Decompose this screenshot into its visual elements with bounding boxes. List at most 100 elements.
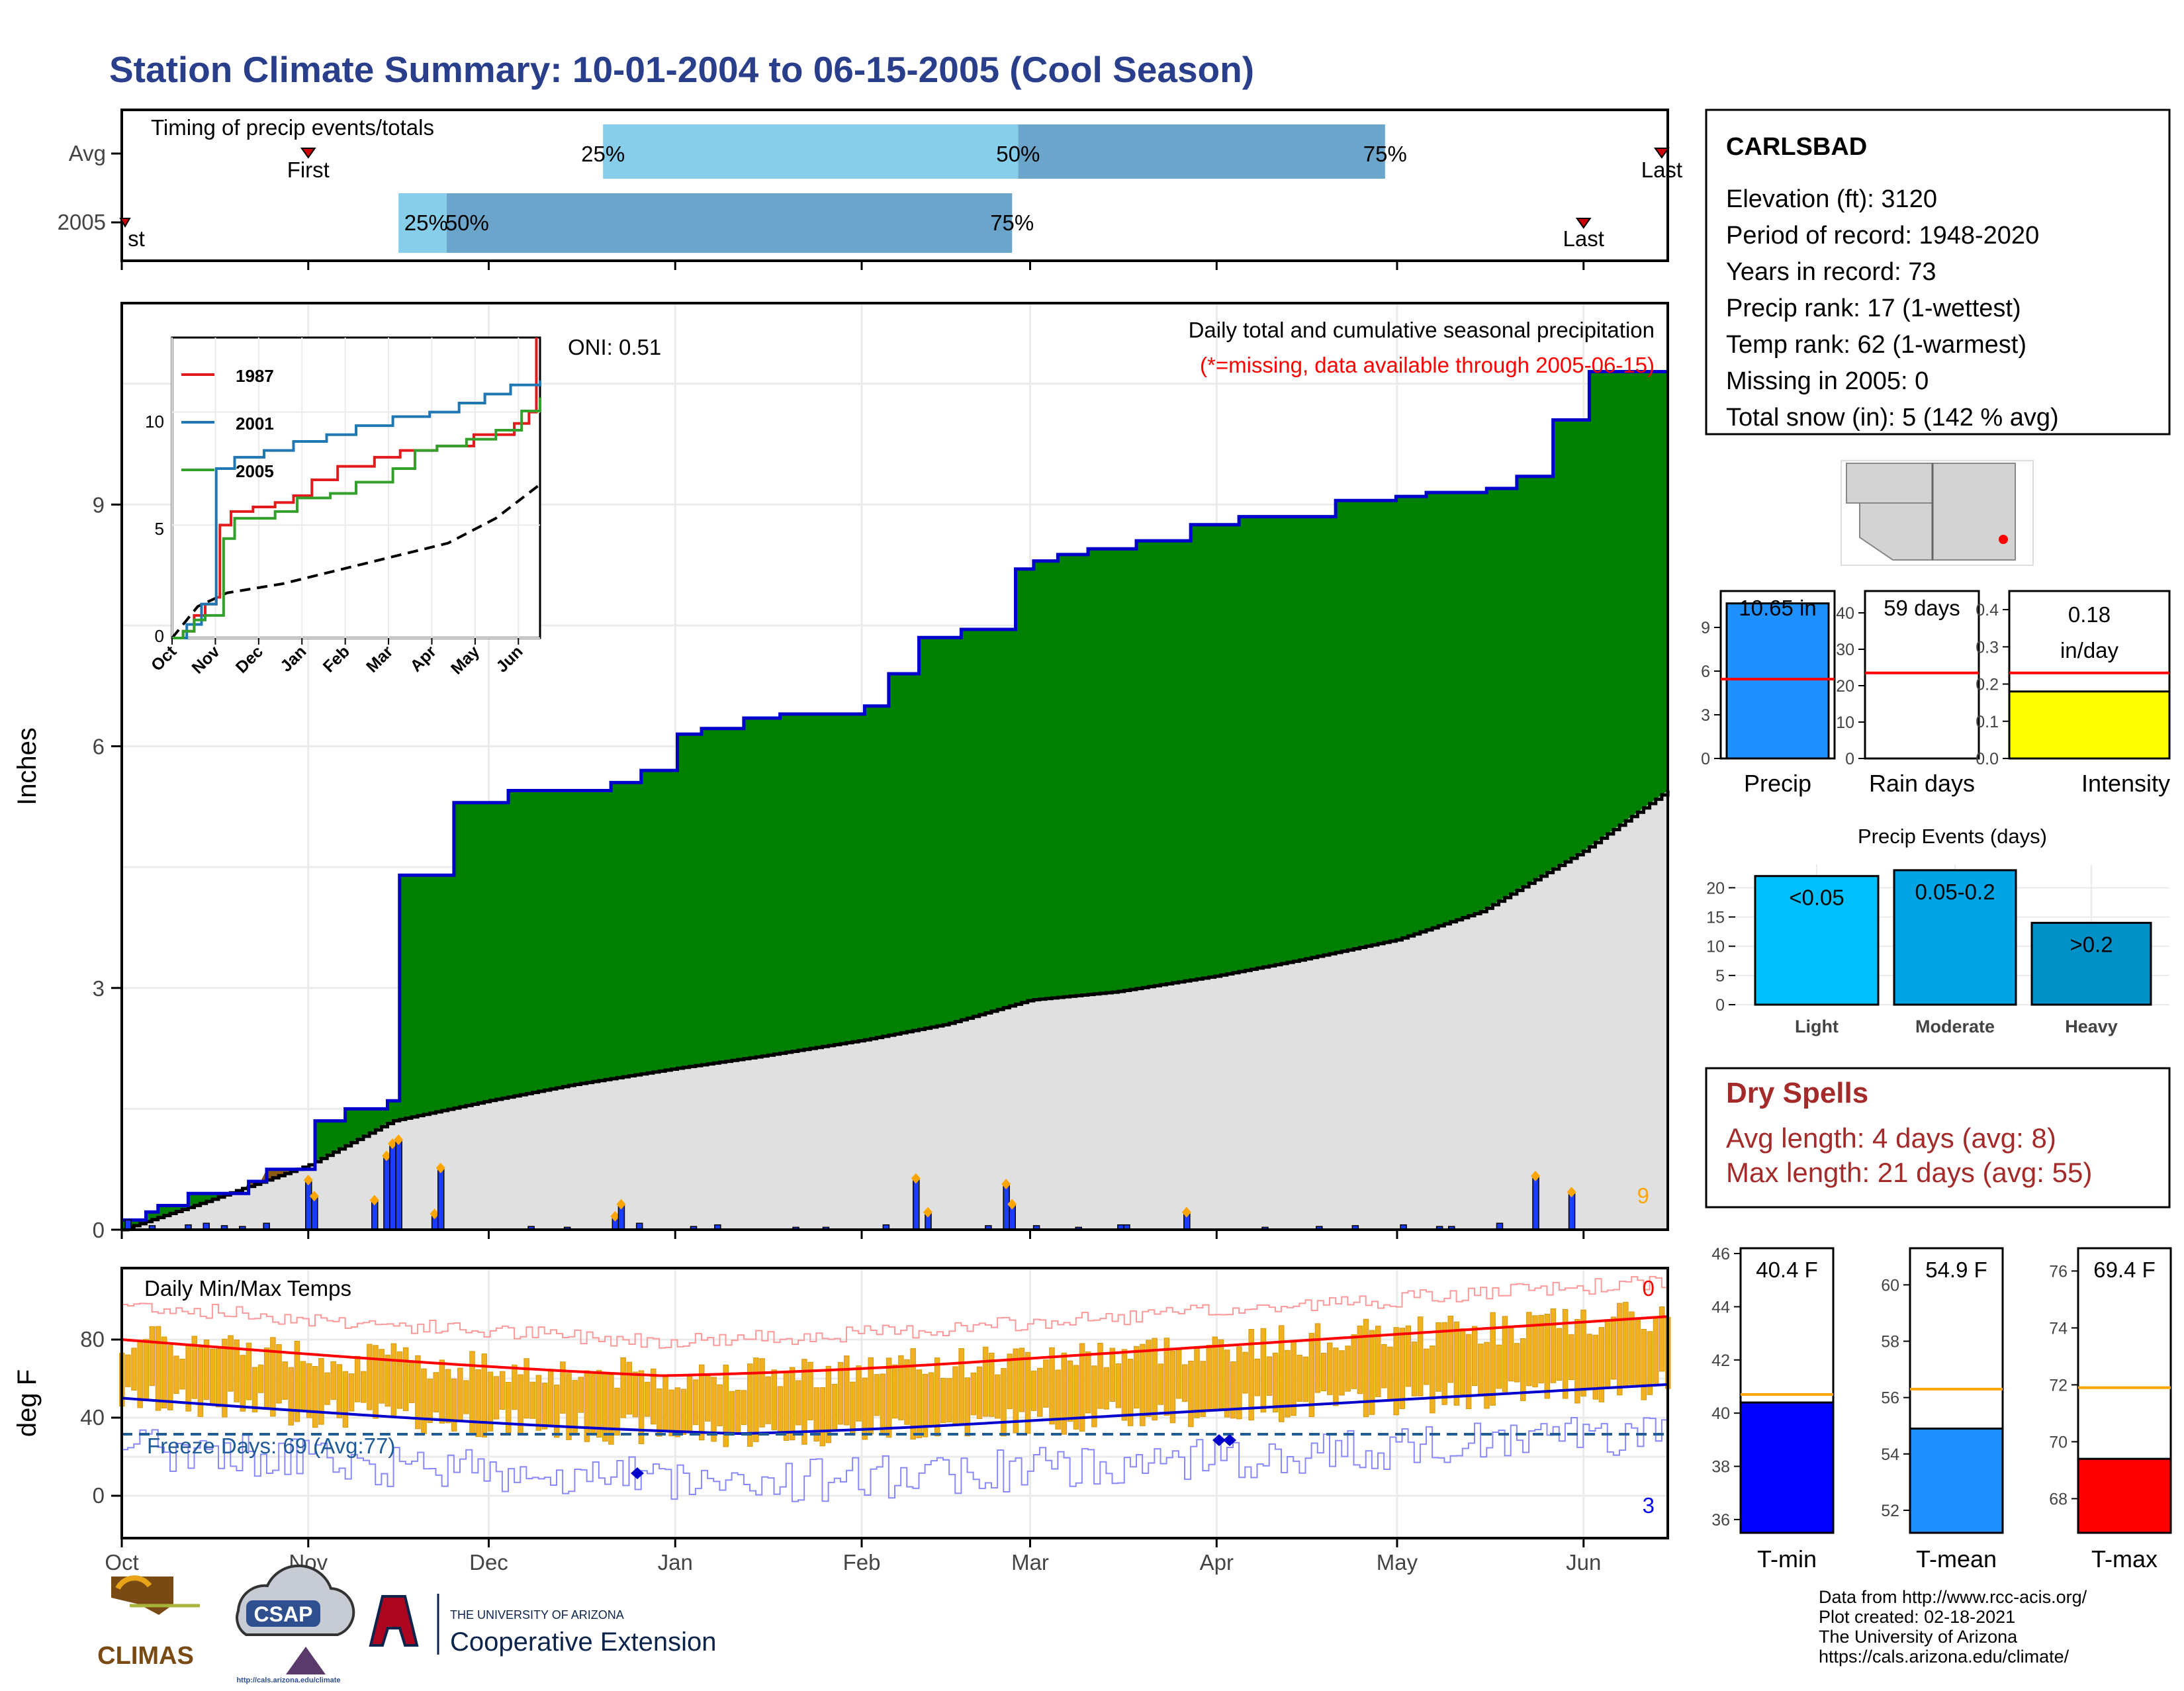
- daily-precip-bar: [371, 1201, 379, 1230]
- daily-temp-bar: [928, 1372, 934, 1427]
- daily-temp-bar: [246, 1342, 252, 1400]
- precip-events-bars: <0.05 0.05-0.2 >0.2: [1754, 869, 2152, 1006]
- footer: CLIMAS CSAP http://cals.arizona.edu/clim…: [97, 1564, 2087, 1684]
- daily-temp-bar: [1230, 1361, 1236, 1419]
- daily-temp-bar: [342, 1371, 349, 1428]
- daily-temp-bar: [1635, 1319, 1641, 1387]
- temp-ytick-0: 0: [93, 1483, 105, 1508]
- daily-temp-bar: [657, 1388, 662, 1437]
- daily-temp-bar: [439, 1359, 445, 1424]
- daily-temp-bar: [379, 1349, 385, 1404]
- daily-temp-bar: [1472, 1326, 1478, 1387]
- daily-precip-bar: [305, 1181, 312, 1230]
- timing-avg-last-marker: [1653, 148, 1670, 159]
- daily-temp-bar: [674, 1387, 680, 1438]
- csap-url: http://cals.arizona.edu/climate: [236, 1676, 340, 1684]
- station-info-line: Temp rank: 62 (1-warmest): [1726, 331, 2026, 359]
- daily-temp-bar: [904, 1359, 910, 1425]
- daily-temp-bar: [1037, 1367, 1043, 1417]
- daily-temp-bar: [1272, 1352, 1279, 1412]
- temp-summary-value: 40.4 F: [1756, 1257, 1818, 1282]
- daily-temp-bar: [1514, 1343, 1520, 1383]
- daily-temp-bar: [1007, 1353, 1013, 1410]
- daily-temp-bar: [1248, 1328, 1254, 1421]
- daily-temp-bars: [119, 1302, 1671, 1447]
- temp-summary-ytick-label: 52: [1881, 1502, 1899, 1520]
- daily-temp-bar: [1030, 1371, 1037, 1411]
- daily-temp-bar: [1260, 1328, 1267, 1413]
- footer-line: The University of Arizona: [1819, 1627, 2018, 1647]
- daily-temp-bar: [1146, 1340, 1152, 1417]
- temp-summary-ytick-label: 56: [1881, 1389, 1899, 1408]
- daily-temp-bar: [1158, 1363, 1163, 1405]
- daily-precip-bar: [389, 1144, 396, 1230]
- daily-temp-bar: [777, 1386, 784, 1435]
- daily-temp-bar: [1580, 1309, 1586, 1397]
- timing-2005-last-label: Last: [1563, 226, 1604, 251]
- temp-summary-label: T-max: [2091, 1545, 2158, 1573]
- map-state-shape: [1932, 463, 2016, 561]
- precip-events-y-axis: 0 5 10 15 20: [1706, 879, 1735, 1015]
- daily-temp-bar: [651, 1368, 657, 1425]
- daily-temp-bar: [487, 1371, 494, 1432]
- temp-summary-label: T-mean: [1916, 1545, 1997, 1573]
- area-normal-cumulative: [122, 790, 1668, 1230]
- daily-temp-bar: [270, 1337, 276, 1417]
- daily-precip-marker: [435, 1162, 445, 1173]
- daily-temp-bar: [318, 1357, 324, 1425]
- temp-summary-ytick-label: 42: [1711, 1351, 1730, 1370]
- daily-temp-bar: [934, 1357, 940, 1437]
- summary-ytick-label: 10: [1836, 713, 1854, 732]
- inset-2005-line: [172, 397, 541, 639]
- precip-ytick-label: 0: [93, 1218, 105, 1242]
- daily-temp-bar: [228, 1335, 234, 1392]
- daily-temp-bar: [602, 1373, 608, 1442]
- daily-temp-bar: [222, 1338, 228, 1418]
- daily-temp-bar: [257, 1364, 264, 1393]
- daily-temp-bar: [282, 1361, 288, 1400]
- summary-ytick-label: 0.1: [1976, 713, 1999, 731]
- daily-precip-marker: [1007, 1199, 1017, 1210]
- temp-ytick-40: 40: [80, 1405, 105, 1430]
- precip-summary-y-axis: 0 3 6 9: [1701, 619, 1721, 768]
- daily-temp-bar: [1212, 1336, 1218, 1411]
- inset-ytick-5: 5: [155, 519, 164, 539]
- summary-ytick-label: 15: [1706, 909, 1725, 927]
- cooperative-extension: Cooperative Extension: [450, 1627, 716, 1657]
- legend-1987-label: 1987: [236, 366, 274, 386]
- university-logo: THE UNIVERSITY OF ARIZONA Cooperative Ex…: [369, 1594, 716, 1657]
- map-state-shape: [1846, 463, 1933, 504]
- daily-temp-bar: [1314, 1323, 1321, 1393]
- daily-precip-bar: [395, 1140, 402, 1230]
- daily-temp-bar: [1242, 1351, 1248, 1394]
- daily-temp-bar: [1345, 1346, 1351, 1392]
- timing-2005-last-marker: [1575, 218, 1592, 229]
- events-bar-label: 0.05-0.2: [1915, 880, 1995, 904]
- freeze-days-label: Freeze Days: 69 (Avg:77): [147, 1434, 395, 1458]
- intensity-unit: in/day: [2060, 638, 2119, 663]
- avg-min-line: [121, 1383, 1668, 1436]
- daily-temp-bar: [554, 1385, 560, 1438]
- daily-temp-bar: [1302, 1356, 1308, 1402]
- daily-temp-bar: [1254, 1358, 1260, 1396]
- daily-precip-bar: [311, 1197, 318, 1230]
- dry-spells-max: Max length: 21 days (avg: 55): [1726, 1157, 2092, 1188]
- timing-2005-bar-25-50: [398, 193, 447, 253]
- daily-temp-bar: [1592, 1334, 1598, 1400]
- daily-temp-bar: [288, 1367, 294, 1426]
- daily-temp-bar: [433, 1372, 439, 1413]
- daily-temp-bar: [373, 1345, 379, 1419]
- daily-temp-bar: [856, 1365, 862, 1422]
- station-name: CARLSBAD: [1726, 133, 1867, 161]
- min-record-marker: [1212, 1434, 1226, 1446]
- daily-temp-bar: [512, 1364, 518, 1410]
- timing-row-avg: Avg: [69, 141, 106, 165]
- daily-temp-bar: [1333, 1348, 1339, 1406]
- daily-precip-bar: [617, 1205, 625, 1230]
- daily-precip-marker: [610, 1211, 620, 1222]
- min-record-marker: [1223, 1434, 1236, 1446]
- daily-precip-marker: [388, 1138, 398, 1150]
- footer-line: Plot created: 02-18-2021: [1819, 1607, 2015, 1627]
- summary-ytick-label: 3: [1701, 706, 1710, 725]
- timing-avg-75-label: 75%: [1363, 142, 1407, 166]
